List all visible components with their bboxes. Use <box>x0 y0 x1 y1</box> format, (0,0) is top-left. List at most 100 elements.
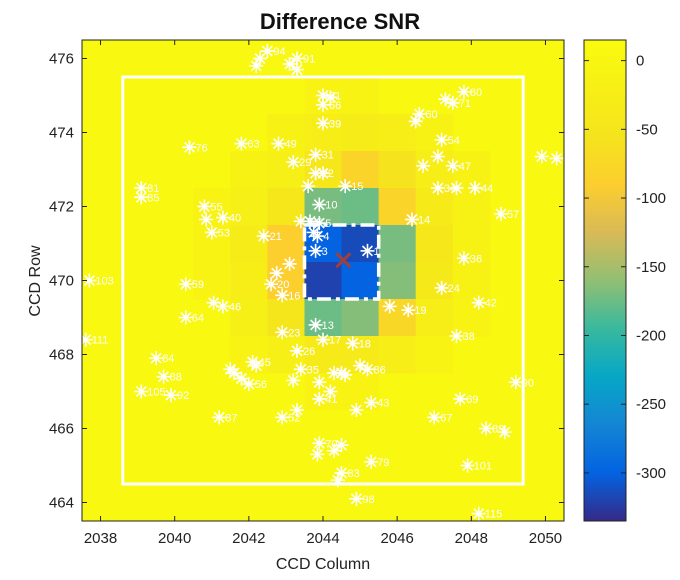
star-marker <box>334 438 349 453</box>
x-tick-label: 2042 <box>232 530 265 547</box>
star-label: 52 <box>288 412 300 424</box>
star-label: 81 <box>147 183 159 195</box>
y-tick-label: 470 <box>49 273 74 290</box>
y-tick-label: 464 <box>49 495 74 512</box>
star-marker <box>471 295 486 310</box>
colorbar-tick-label: -100 <box>636 190 666 207</box>
star-marker <box>312 216 327 231</box>
star-marker <box>245 354 260 369</box>
star-label: 79 <box>377 457 389 469</box>
star-marker <box>456 251 471 266</box>
star-label: 13 <box>322 320 334 332</box>
star-label: 59 <box>192 279 204 291</box>
star-marker <box>264 277 279 292</box>
heatmap-cell <box>267 114 305 152</box>
heatmap-cell <box>415 336 454 374</box>
star-marker <box>434 132 449 147</box>
star-marker <box>82 332 93 347</box>
star-marker <box>349 491 364 506</box>
star-label: 3 <box>322 246 328 258</box>
heatmap-cell <box>341 151 379 189</box>
star-marker <box>286 373 301 388</box>
star-marker <box>430 181 445 195</box>
star-marker <box>241 377 256 392</box>
star-marker <box>215 210 230 225</box>
star-marker <box>353 358 368 373</box>
star-label: 17 <box>329 335 341 347</box>
star-label: 38 <box>463 331 475 343</box>
heatmap-cell <box>378 299 417 337</box>
star-label: 16 <box>288 290 300 302</box>
star-marker <box>215 299 230 314</box>
star-label: 44 <box>481 183 493 195</box>
heatmap-cell <box>267 299 305 337</box>
star-marker <box>338 179 353 194</box>
star-label: 5 <box>325 218 331 230</box>
star-marker <box>382 299 397 314</box>
colorbar-tick-label: -300 <box>636 465 666 482</box>
star-marker <box>197 199 212 214</box>
star-marker <box>308 243 323 258</box>
star-marker <box>312 436 327 451</box>
star-marker <box>199 212 214 227</box>
star-marker <box>427 410 442 425</box>
star-marker <box>149 351 164 366</box>
star-label: 23 <box>288 327 300 339</box>
star-label: 80 <box>470 87 482 99</box>
x-tick-label: 2038 <box>84 530 117 547</box>
heatmap-cell <box>452 262 491 300</box>
star-marker <box>234 136 249 151</box>
star-label: 45 <box>259 357 271 369</box>
star-label: 94 <box>273 46 285 58</box>
x-tick-label: 2044 <box>306 530 339 547</box>
heatmap-cell <box>378 114 417 152</box>
star-marker <box>293 214 308 229</box>
star-marker <box>234 371 249 386</box>
heatmap-cell <box>230 151 268 189</box>
star-label: 70 <box>325 438 337 450</box>
star-marker <box>312 197 327 212</box>
heatmap-cell <box>341 299 379 337</box>
star-label: 84 <box>162 353 174 365</box>
star-label: 36 <box>470 253 482 265</box>
x-tick-label: 2046 <box>380 530 413 547</box>
colorbar-gradient <box>583 39 627 522</box>
heatmap-cell <box>230 299 268 337</box>
y-tick-label: 472 <box>49 199 74 216</box>
star-marker <box>549 151 564 166</box>
star-label: 54 <box>448 135 460 147</box>
star-label: 10 <box>325 200 337 212</box>
star-label: 101 <box>474 461 492 473</box>
heatmap-cell <box>304 225 342 263</box>
star-marker <box>508 375 523 390</box>
colorbar-tick-label: -150 <box>636 259 666 276</box>
star-label: 35 <box>307 364 319 376</box>
star-label: 29 <box>299 157 311 169</box>
star-label: 40 <box>229 213 241 225</box>
star-marker <box>401 303 416 318</box>
star-marker <box>327 443 342 458</box>
star-marker <box>282 256 297 271</box>
star-marker <box>182 140 197 155</box>
star-marker <box>345 336 360 351</box>
star-label: 63 <box>247 139 259 151</box>
star-marker <box>312 391 327 406</box>
star-marker <box>156 369 171 384</box>
colorbar-tick-label: -250 <box>636 396 666 413</box>
y-tick-label: 468 <box>49 347 74 364</box>
star-marker <box>223 362 238 377</box>
star-label: 7 <box>307 216 313 228</box>
heatmap-cell <box>267 225 305 263</box>
star-marker <box>310 229 325 244</box>
colorbar-tick-label: -200 <box>636 327 666 344</box>
star-marker <box>164 388 178 403</box>
star-label: 60 <box>425 109 437 121</box>
star-marker <box>275 288 290 303</box>
star-label: 21 <box>270 231 282 243</box>
star-label: 85 <box>147 192 159 204</box>
star-label: 56 <box>255 379 267 391</box>
star-marker <box>534 149 549 164</box>
chart-title: Difference SNR <box>260 9 420 34</box>
star-label: 34 <box>444 183 456 195</box>
